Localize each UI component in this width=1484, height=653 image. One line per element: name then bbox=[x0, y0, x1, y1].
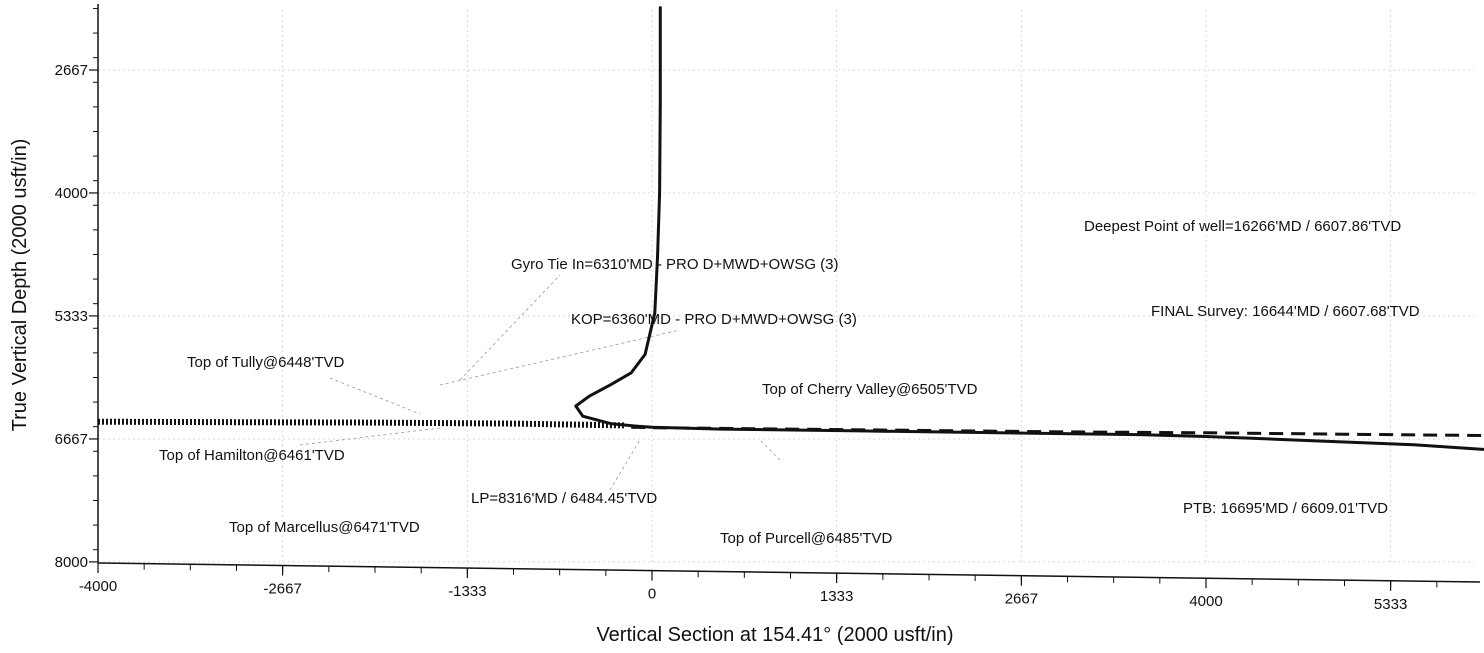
tick-labels: -4000 -2667 -1333 0 1333 2667 4000 5333 6667 8000… bbox=[55, 62, 1408, 613]
series-group bbox=[97, 6, 1484, 451]
annotation-label: KOP=6360'MD - PRO D+MWD+OWSG (3) bbox=[571, 311, 857, 328]
annotation-label: Gyro Tie In=6310'MD - PRO D+MWD+OWSG (3) bbox=[511, 256, 839, 273]
annotations-group: Deepest Point of well=16266'MD / 6607.86… bbox=[159, 218, 1420, 547]
x-tick-label: -4000 bbox=[79, 578, 117, 595]
leader-line bbox=[459, 274, 561, 381]
x-tick-label: 5333 bbox=[1374, 596, 1407, 613]
annotation-label: Top of Hamilton@6461'TVD bbox=[159, 447, 345, 464]
y-tick-label: 8000 bbox=[55, 554, 88, 571]
leader-line bbox=[759, 439, 781, 461]
x-axis-line bbox=[97, 562, 1481, 583]
grid-lines bbox=[97, 10, 1474, 563]
y-tick-label: 6667 bbox=[55, 431, 88, 448]
annotation-label: Top of Marcellus@6471'TVD bbox=[229, 519, 420, 536]
x-tick-label: 2667 bbox=[1005, 591, 1038, 608]
annotation-label: Top of Tully@6448'TVD bbox=[187, 354, 344, 371]
x-axis-label: Vertical Section at 154.41° (2000 usft/i… bbox=[596, 624, 953, 646]
series-dashed-line bbox=[631, 425, 1484, 438]
annotation-label: LP=8316'MD / 6484.45'TVD bbox=[471, 490, 657, 507]
annotation-label: Top of Cherry Valley@6505'TVD bbox=[762, 381, 978, 398]
x-tick-label: 1333 bbox=[820, 588, 853, 605]
y-tick-label: 2667 bbox=[55, 62, 88, 79]
leader-line bbox=[299, 427, 441, 446]
leader-lines bbox=[299, 274, 781, 491]
annotation-label: Deepest Point of well=16266'MD / 6607.86… bbox=[1084, 218, 1401, 235]
y-tick-label: 5333 bbox=[55, 308, 88, 325]
x-tick-label: -2667 bbox=[263, 581, 301, 598]
y-tick-label: 4000 bbox=[55, 185, 88, 202]
leader-line bbox=[329, 377, 421, 415]
annotation-label: PTB: 16695'MD / 6609.01'TVD bbox=[1183, 500, 1388, 517]
leader-line bbox=[609, 439, 641, 491]
y-axis-label: True Vertical Depth (2000 usft/in) bbox=[9, 139, 31, 432]
x-tick-label: 0 bbox=[648, 586, 656, 603]
x-tick-label: 4000 bbox=[1189, 593, 1222, 610]
series-dotted-line bbox=[97, 418, 625, 429]
x-tick-label: -1333 bbox=[448, 583, 486, 600]
annotation-label: FINAL Survey: 16644'MD / 6607.68'TVD bbox=[1151, 303, 1420, 320]
leader-line bbox=[439, 329, 681, 386]
annotation-label: Top of Purcell@6485'TVD bbox=[720, 530, 893, 547]
